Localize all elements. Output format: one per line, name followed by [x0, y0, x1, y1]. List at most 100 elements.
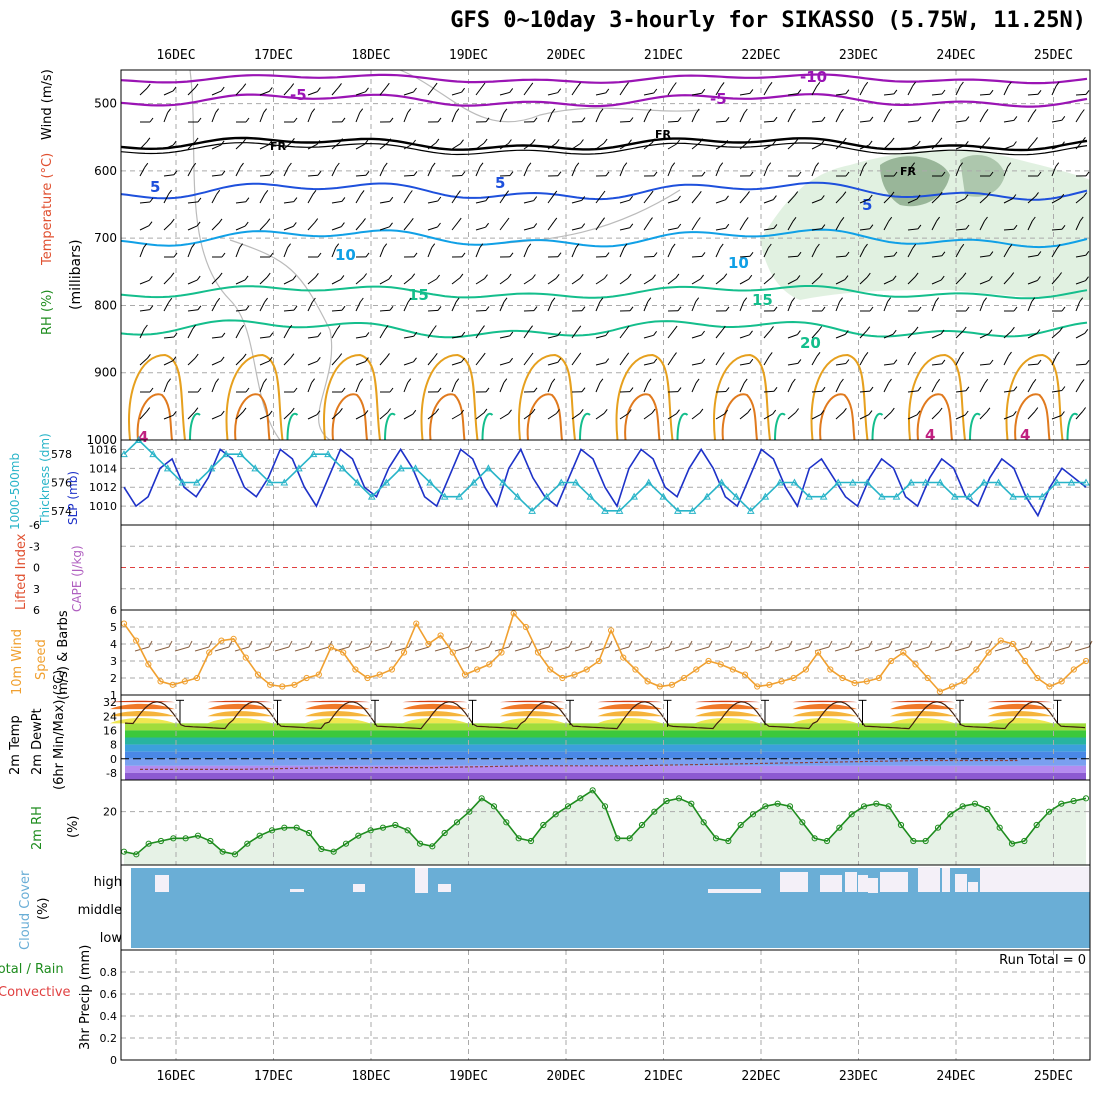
wind-barb-flag	[749, 252, 754, 257]
wind-speed-series-point	[1046, 683, 1053, 690]
wind-barb	[283, 87, 292, 96]
wind-barb-flag	[316, 410, 321, 416]
thickness-axis-label: 1000-500mb	[8, 452, 22, 530]
wind-barb-flag	[842, 191, 847, 196]
thickness-series-point	[280, 478, 289, 486]
wind-speed-series-point	[754, 683, 761, 690]
wind-barb	[907, 228, 918, 231]
thickness-series-point	[994, 478, 1003, 486]
wind-barb-flag	[1028, 640, 1033, 648]
rh2m-series-point	[453, 819, 461, 826]
wind-speed-series-point	[133, 637, 140, 644]
wind-barb	[211, 222, 220, 231]
wind-barb-flag	[1055, 162, 1060, 167]
rh2m-series-point	[749, 811, 757, 818]
thickness-series-point	[907, 478, 915, 486]
wind-barb	[451, 301, 457, 312]
wind-barb-flag	[239, 243, 244, 248]
wind-barb-flag	[363, 273, 368, 278]
wind-barb-flag	[485, 222, 490, 228]
wind-barb	[259, 360, 270, 366]
wind-barb-flag	[840, 217, 845, 222]
wind-barb-flag	[1048, 640, 1053, 648]
wind-barb	[859, 85, 866, 96]
temp-band	[987, 703, 1053, 710]
wind-barb-flag	[744, 217, 749, 222]
contour-label: 20	[800, 334, 821, 352]
date-label-bottom: 16DEC	[156, 1069, 196, 1084]
wind-barb	[674, 646, 690, 652]
rh2m-series-point	[342, 840, 350, 847]
wind-barb	[595, 221, 603, 231]
rh2m-series-point	[293, 824, 300, 831]
wind-barb-flag	[917, 224, 922, 230]
wind-barb-flag	[649, 190, 654, 196]
wind-speed-series-point	[559, 674, 566, 682]
date-label-bottom: 25DEC	[1033, 1069, 1074, 1084]
wind-barb	[1075, 93, 1087, 96]
wind-barb	[259, 144, 270, 150]
wind-barb-flag	[708, 640, 713, 648]
wind-barb-flag	[623, 162, 628, 167]
wind-barb-flag	[485, 306, 490, 311]
wind-barb-flag	[481, 325, 485, 330]
wind-barb	[427, 412, 437, 420]
wind-speed-series-point	[254, 671, 262, 678]
wind-barb-flag	[508, 640, 513, 648]
wind-barb-flag	[986, 407, 991, 413]
rh2m-series-point	[959, 803, 966, 810]
temp-band	[207, 700, 273, 703]
wind-barb-flag	[772, 140, 777, 145]
rh2m-series-point	[441, 829, 448, 837]
wind-barb	[331, 309, 343, 312]
wind-barb-flag	[673, 325, 678, 331]
wind-barb	[1027, 141, 1035, 150]
wind-barb-flag	[1058, 272, 1062, 277]
thickness-series	[123, 438, 1086, 512]
wind-barb	[211, 414, 222, 420]
wind-barb-flag	[172, 86, 177, 92]
thickness-series-point	[805, 492, 813, 500]
thickness-series-point	[834, 478, 843, 486]
wind-barb	[619, 199, 630, 204]
wind-barb	[931, 382, 938, 393]
wind-barb-flag	[146, 137, 151, 143]
wind-barb-flag	[916, 194, 921, 200]
thickness-series-point	[251, 464, 260, 472]
wind-barb-flag	[365, 332, 370, 337]
wind-barb	[139, 411, 148, 420]
wind-barb-flag	[893, 251, 898, 257]
wind-barb	[163, 382, 169, 393]
thickness-series-point	[528, 506, 536, 514]
wind-barb	[894, 646, 910, 652]
contour-label: 4	[1020, 426, 1030, 444]
wind-barb	[763, 86, 770, 96]
wind-barb	[499, 221, 507, 231]
wind-barb-flag	[407, 108, 412, 113]
wind-barb-flag	[773, 116, 778, 122]
y-tick-label: 1	[110, 689, 117, 702]
wind-barb	[883, 141, 892, 150]
wind-barb-flag	[720, 352, 725, 357]
wind-barb-flag	[292, 222, 297, 227]
cloud-gap	[918, 867, 940, 892]
wind-barb-flag	[869, 116, 874, 122]
wind-barb-flag	[240, 324, 245, 330]
wind-barb-flag	[629, 195, 633, 201]
wind-barb-flag	[389, 117, 394, 123]
wind-barb	[691, 301, 697, 312]
rh-axis-label: RH (%)	[40, 289, 55, 335]
wind-barb-flag	[479, 162, 484, 168]
wind-speed-series-point	[766, 681, 773, 688]
wind-barb	[139, 225, 150, 231]
wind-barb	[235, 141, 244, 150]
y-tick-label: 0	[110, 1054, 117, 1067]
wind-barb	[643, 412, 653, 420]
wind-barb	[331, 87, 339, 96]
wind-barb	[427, 356, 435, 366]
wind-barb	[667, 199, 678, 204]
wind-barb-flag	[263, 108, 268, 113]
wind-barb	[403, 413, 414, 420]
date-label-bottom: 24DEC	[936, 1069, 976, 1084]
isotherm-lobe-inner	[429, 393, 466, 441]
